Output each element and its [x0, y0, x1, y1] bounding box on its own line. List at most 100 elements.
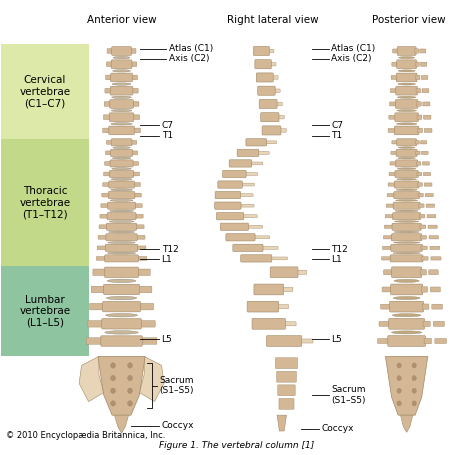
FancyBboxPatch shape	[132, 162, 138, 165]
FancyBboxPatch shape	[136, 235, 145, 239]
FancyBboxPatch shape	[107, 223, 137, 230]
FancyBboxPatch shape	[105, 162, 111, 165]
FancyBboxPatch shape	[134, 204, 142, 207]
FancyBboxPatch shape	[104, 101, 111, 106]
FancyBboxPatch shape	[91, 286, 105, 293]
FancyBboxPatch shape	[103, 302, 140, 312]
FancyBboxPatch shape	[397, 139, 417, 146]
FancyBboxPatch shape	[103, 128, 110, 133]
Text: Atlas (C1): Atlas (C1)	[331, 45, 375, 53]
FancyBboxPatch shape	[424, 128, 432, 132]
FancyBboxPatch shape	[233, 244, 263, 252]
Ellipse shape	[394, 231, 419, 233]
Text: Sacrum
(S1–S5): Sacrum (S1–S5)	[331, 385, 366, 404]
Ellipse shape	[111, 401, 116, 406]
FancyBboxPatch shape	[97, 246, 107, 250]
Ellipse shape	[113, 70, 130, 72]
FancyBboxPatch shape	[106, 234, 137, 241]
FancyBboxPatch shape	[274, 89, 280, 92]
FancyBboxPatch shape	[422, 89, 429, 93]
FancyBboxPatch shape	[105, 267, 138, 278]
Ellipse shape	[398, 157, 415, 159]
Polygon shape	[98, 356, 145, 415]
Ellipse shape	[106, 313, 137, 317]
Ellipse shape	[397, 401, 401, 406]
FancyBboxPatch shape	[416, 151, 420, 155]
FancyBboxPatch shape	[110, 86, 133, 95]
FancyBboxPatch shape	[245, 172, 258, 175]
FancyBboxPatch shape	[272, 76, 278, 79]
FancyBboxPatch shape	[237, 149, 259, 157]
FancyBboxPatch shape	[417, 102, 421, 106]
Text: Sacrum
(S1–S5): Sacrum (S1–S5)	[159, 376, 194, 395]
Polygon shape	[79, 356, 104, 402]
FancyBboxPatch shape	[389, 318, 425, 329]
FancyBboxPatch shape	[389, 115, 396, 119]
FancyBboxPatch shape	[301, 339, 313, 343]
FancyBboxPatch shape	[246, 139, 266, 146]
FancyBboxPatch shape	[229, 160, 252, 167]
Ellipse shape	[393, 242, 420, 243]
FancyBboxPatch shape	[215, 192, 241, 199]
Text: Coccyx: Coccyx	[322, 424, 355, 433]
FancyBboxPatch shape	[262, 247, 278, 249]
Ellipse shape	[112, 157, 131, 159]
FancyBboxPatch shape	[423, 102, 430, 106]
FancyBboxPatch shape	[396, 86, 418, 95]
FancyBboxPatch shape	[430, 287, 440, 292]
FancyBboxPatch shape	[218, 181, 242, 188]
FancyBboxPatch shape	[109, 113, 134, 121]
FancyBboxPatch shape	[282, 288, 293, 292]
FancyBboxPatch shape	[268, 49, 274, 53]
FancyBboxPatch shape	[415, 141, 419, 144]
Ellipse shape	[412, 363, 416, 368]
FancyBboxPatch shape	[108, 192, 135, 199]
Bar	[1, 44, 89, 139]
FancyBboxPatch shape	[394, 126, 419, 135]
FancyBboxPatch shape	[137, 246, 146, 250]
FancyBboxPatch shape	[134, 193, 141, 197]
FancyBboxPatch shape	[107, 49, 113, 53]
FancyBboxPatch shape	[415, 62, 419, 66]
FancyBboxPatch shape	[102, 318, 141, 329]
Text: L5: L5	[331, 335, 342, 344]
FancyBboxPatch shape	[111, 60, 132, 69]
FancyBboxPatch shape	[377, 339, 389, 344]
FancyBboxPatch shape	[275, 358, 298, 369]
Ellipse shape	[109, 210, 134, 212]
Ellipse shape	[393, 297, 420, 299]
FancyBboxPatch shape	[392, 223, 421, 230]
FancyBboxPatch shape	[259, 99, 277, 108]
FancyBboxPatch shape	[257, 152, 269, 154]
FancyBboxPatch shape	[130, 62, 137, 66]
FancyBboxPatch shape	[241, 183, 255, 186]
FancyBboxPatch shape	[426, 204, 435, 207]
FancyBboxPatch shape	[391, 284, 423, 295]
FancyBboxPatch shape	[420, 62, 427, 66]
FancyBboxPatch shape	[397, 60, 417, 69]
Ellipse shape	[412, 388, 416, 393]
FancyBboxPatch shape	[423, 115, 431, 119]
FancyBboxPatch shape	[417, 172, 422, 176]
FancyBboxPatch shape	[433, 321, 445, 326]
FancyBboxPatch shape	[419, 214, 425, 218]
FancyBboxPatch shape	[135, 214, 143, 218]
FancyBboxPatch shape	[96, 257, 106, 260]
FancyBboxPatch shape	[421, 76, 428, 80]
FancyBboxPatch shape	[240, 204, 254, 207]
FancyBboxPatch shape	[424, 183, 432, 186]
FancyBboxPatch shape	[255, 60, 271, 69]
FancyBboxPatch shape	[432, 304, 442, 309]
FancyBboxPatch shape	[105, 244, 138, 252]
Ellipse shape	[112, 168, 131, 170]
Ellipse shape	[113, 147, 130, 148]
Ellipse shape	[110, 199, 133, 201]
FancyBboxPatch shape	[258, 86, 275, 95]
Ellipse shape	[112, 96, 131, 99]
FancyBboxPatch shape	[395, 113, 419, 121]
Ellipse shape	[111, 109, 132, 112]
FancyBboxPatch shape	[254, 284, 283, 295]
FancyBboxPatch shape	[280, 129, 286, 132]
Ellipse shape	[106, 296, 137, 300]
FancyBboxPatch shape	[106, 62, 113, 66]
